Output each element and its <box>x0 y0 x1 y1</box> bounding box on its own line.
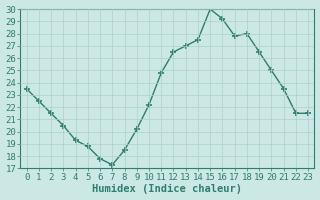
X-axis label: Humidex (Indice chaleur): Humidex (Indice chaleur) <box>92 184 242 194</box>
